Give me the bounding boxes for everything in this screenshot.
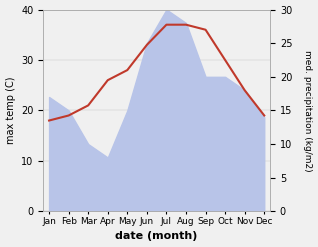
X-axis label: date (month): date (month) (115, 231, 198, 242)
Y-axis label: max temp (C): max temp (C) (5, 77, 16, 144)
Y-axis label: med. precipitation (kg/m2): med. precipitation (kg/m2) (303, 50, 313, 171)
